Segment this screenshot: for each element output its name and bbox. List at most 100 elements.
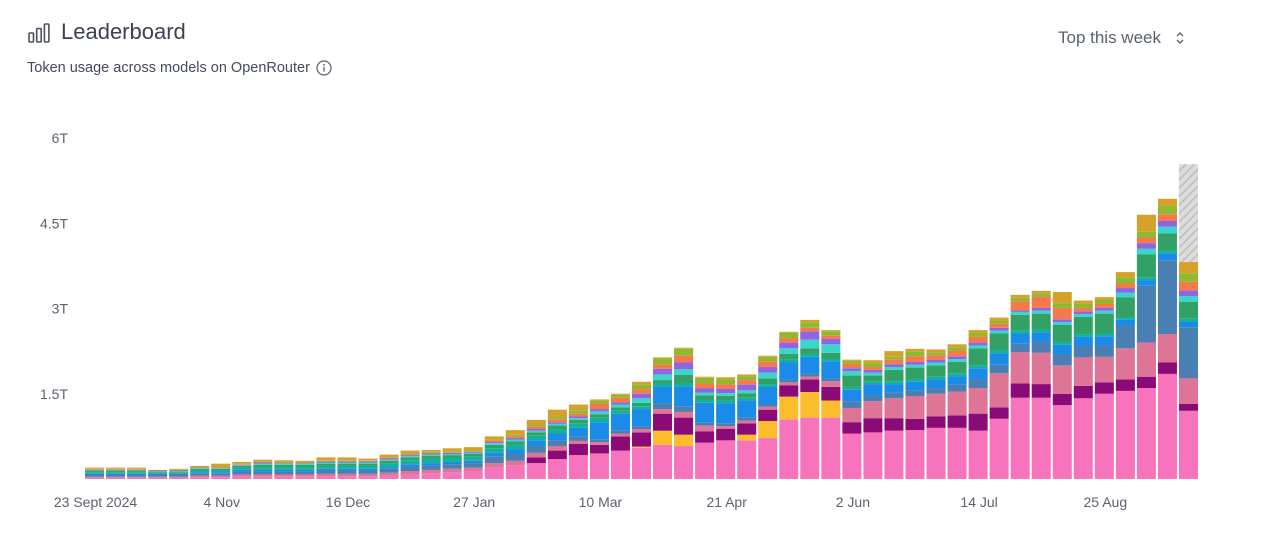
bar-segment[interactable] [695,422,715,426]
bar-segment[interactable] [253,463,273,465]
bar-segment[interactable] [737,397,757,401]
bar-stack[interactable] [716,377,736,479]
bar-segment[interactable] [484,443,504,445]
bar-segment[interactable] [1178,261,1198,274]
bar-segment[interactable] [568,418,588,420]
bar-segment[interactable] [484,444,504,449]
bar-segment[interactable] [1115,297,1135,318]
bar-segment[interactable] [989,364,1009,374]
bar-segment[interactable] [400,456,420,458]
bar-segment[interactable] [1157,362,1177,374]
bar-segment[interactable] [737,374,757,377]
bar-segment[interactable] [842,360,862,364]
bar-segment[interactable] [463,451,483,452]
bar-stack[interactable] [1157,198,1177,479]
bar-segment[interactable] [337,461,357,463]
bar-segment[interactable] [379,468,399,473]
bar-segment[interactable] [316,476,336,479]
bar-segment[interactable] [211,472,231,474]
bar-segment[interactable] [421,473,441,479]
bar-segment[interactable] [989,323,1009,328]
bar-segment[interactable] [758,438,778,479]
bar-segment[interactable] [484,442,504,444]
bar-segment[interactable] [85,468,105,470]
bar-segment[interactable] [400,450,420,454]
bar-segment[interactable] [800,319,820,323]
bar-stack[interactable] [1136,214,1156,479]
bar-segment[interactable] [737,376,757,381]
bar-segment[interactable] [842,401,862,408]
bar-segment[interactable] [968,348,988,366]
bar-segment[interactable] [505,434,525,437]
bar-segment[interactable] [842,371,862,376]
bar-segment[interactable] [800,356,820,374]
bar-segment[interactable] [442,461,462,465]
bar-segment[interactable] [758,384,778,387]
bar-segment[interactable] [884,351,904,357]
bar-segment[interactable] [295,471,315,475]
bar-segment[interactable] [716,384,736,389]
bar-segment[interactable] [169,469,189,471]
bar-segment[interactable] [737,417,757,421]
bar-segment[interactable] [947,344,967,348]
bar-segment[interactable] [800,327,820,332]
bar-segment[interactable] [295,461,315,463]
bar-segment[interactable] [148,471,168,472]
bar-segment[interactable] [568,455,588,479]
bar-segment[interactable] [484,439,504,441]
bar-segment[interactable] [505,444,525,450]
bar-segment[interactable] [1115,325,1135,349]
bar-segment[interactable] [695,442,715,479]
bar-stack[interactable] [674,347,694,479]
bar-segment[interactable] [442,453,462,456]
bar-segment[interactable] [316,473,336,477]
bar-stack[interactable] [106,467,126,479]
bar-segment[interactable] [1031,384,1051,398]
bar-segment[interactable] [316,468,336,471]
bar-stack[interactable] [1094,297,1114,479]
bar-segment[interactable] [631,426,652,429]
bar-segment[interactable] [737,434,757,441]
bar-stack[interactable] [758,355,778,479]
bar-segment[interactable] [1136,280,1156,286]
bar-segment[interactable] [1136,376,1156,389]
bar-stack[interactable] [232,461,252,479]
bar-segment[interactable] [127,475,147,477]
bar-segment[interactable] [610,410,630,414]
bar-segment[interactable] [190,477,210,479]
bar-segment[interactable] [758,367,778,373]
bar-segment[interactable] [232,465,252,466]
bar-stack[interactable] [631,381,652,479]
bar-segment[interactable] [947,415,967,428]
bar-segment[interactable] [842,386,862,390]
bar-segment[interactable] [779,362,799,380]
bar-segment[interactable] [989,333,1009,351]
bar-segment[interactable] [821,338,841,345]
bar-segment[interactable] [1031,332,1051,342]
bar-segment[interactable] [295,463,315,464]
bar-stack[interactable] [989,317,1009,479]
bar-segment[interactable] [884,398,904,419]
bar-segment[interactable] [400,453,420,455]
bar-segment[interactable] [127,473,147,476]
bar-segment[interactable] [779,385,799,397]
bar-segment[interactable] [989,327,1009,331]
bar-segment[interactable] [695,400,715,403]
bar-segment[interactable] [463,450,483,452]
bar-segment[interactable] [148,473,168,476]
bar-segment[interactable] [1157,250,1177,254]
bar-segment[interactable] [127,470,147,472]
bar-stack[interactable] [568,404,588,479]
bar-segment[interactable] [800,379,820,393]
bar-segment[interactable] [589,422,609,440]
bar-segment[interactable] [884,418,904,431]
bar-segment[interactable] [926,362,946,366]
bar-segment[interactable] [463,447,483,451]
bar-segment[interactable] [106,477,126,479]
bar-segment[interactable] [1031,307,1051,311]
bar-segment[interactable] [505,449,525,454]
bar-segment[interactable] [295,460,315,462]
bar-segment[interactable] [85,469,105,470]
bar-segment[interactable] [926,427,946,479]
bar-segment[interactable] [148,475,168,477]
